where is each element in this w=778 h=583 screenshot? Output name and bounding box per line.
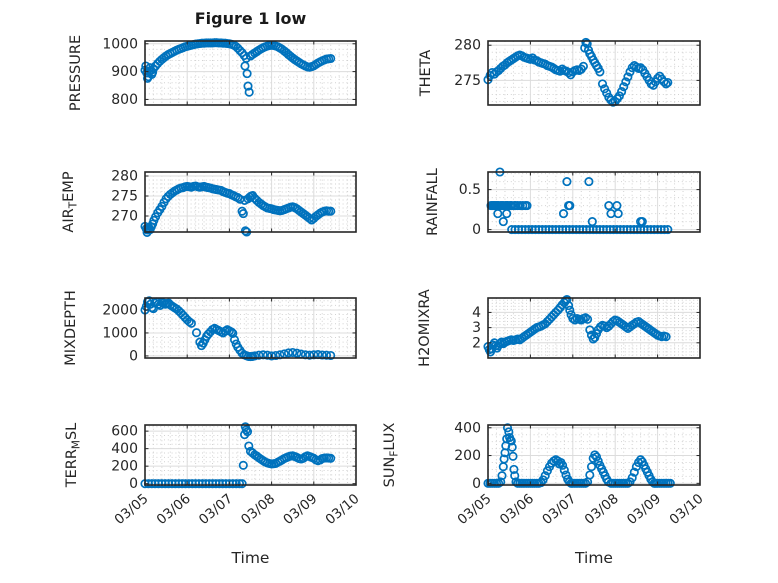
x-tick-label: 03/10	[666, 491, 706, 528]
y-axis-label-mixdepth: MIXDEPTH	[63, 290, 79, 366]
y-axis-label-air_temp: AIRTEMP	[61, 171, 80, 232]
x-tick-label: 03/05	[454, 491, 494, 528]
series-mixdepth	[140, 296, 336, 362]
y-tick-label: 800	[111, 92, 138, 108]
y-tick-label: 0.5	[459, 182, 481, 198]
x-tick-label: 03/10	[322, 491, 362, 528]
x-tick-label: 03/08	[238, 491, 278, 528]
x-tick-label: 03/07	[196, 491, 236, 528]
y-tick-label: 275	[454, 73, 481, 89]
figure-title: Figure 1 low	[194, 9, 307, 28]
x-tick-label: 03/09	[280, 491, 320, 528]
series-terr_msl	[140, 422, 336, 489]
y-tick-label: 0	[129, 348, 138, 364]
y-tick-label: 270	[111, 209, 138, 225]
y-tick-label: 900	[111, 64, 138, 80]
y-tick-label: 4	[472, 305, 481, 321]
y-tick-label: 3	[472, 320, 481, 336]
y-tick-label: 1000	[102, 325, 138, 341]
panel-air_temp: 270 275 280 AIRTEMP	[61, 169, 357, 237]
y-tick-label: 0	[472, 222, 481, 238]
y-tick-label: 400	[454, 420, 481, 436]
y-tick-label: 2	[472, 335, 481, 351]
y-tick-label: 275	[111, 189, 138, 205]
y-tick-label: 0	[129, 476, 138, 492]
y-tick-label: 600	[111, 424, 138, 440]
panel-pressure: 800 900 1000 PRESSURE	[68, 35, 357, 111]
series-rainfall	[486, 167, 673, 235]
y-axis-label-sun_flux: SUNFLUX	[382, 423, 401, 488]
y-tick-label: 0	[472, 476, 481, 492]
y-tick-label: 280	[111, 169, 138, 185]
y-axis-label-h2omixra: H2OMIXRA	[417, 289, 433, 367]
y-axis-label-terr_msl: TERRMSL	[64, 423, 83, 489]
x-tick-label: 03/06	[154, 491, 194, 528]
series-pressure	[140, 38, 336, 97]
y-axis-label-rainfall: RAINFALL	[425, 168, 441, 236]
x-axis-label-right: Time	[575, 549, 613, 567]
panel-theta: 275 280 THETA	[418, 37, 701, 107]
series-h2omixra	[483, 294, 671, 357]
x-axis-label-left: Time	[231, 549, 270, 567]
x-tick-label: 03/05	[111, 491, 151, 528]
y-axis-label-pressure: PRESSURE	[68, 35, 84, 111]
x-tick-label: 03/06	[497, 491, 537, 528]
x-tick-label: 03/07	[539, 491, 579, 528]
x-tick-label: 03/08	[582, 491, 622, 528]
series-air_temp	[140, 181, 336, 237]
panel-rainfall: 0 0.5 RAINFALL	[425, 167, 701, 238]
x-tick-label: 03/09	[624, 491, 664, 528]
y-tick-label: 200	[454, 448, 481, 464]
series-theta	[483, 37, 673, 107]
panel-h2omixra: 234 H2OMIXRA	[417, 289, 701, 367]
panel-sun_flux: 0 200 400 SUNFLUX 03/05 03/06 03/07 03/08 03/09 0…	[382, 420, 707, 528]
y-axis-label-theta: THETA	[418, 50, 434, 98]
y-tick-label: 200	[111, 459, 138, 475]
y-tick-label: 1000	[102, 36, 138, 52]
panel-mixdepth: 0 1000 2000 MIXDEPTH	[63, 290, 357, 366]
y-tick-label: 400	[111, 441, 138, 457]
y-tick-label: 2000	[102, 302, 138, 318]
y-tick-label: 280	[454, 38, 481, 54]
